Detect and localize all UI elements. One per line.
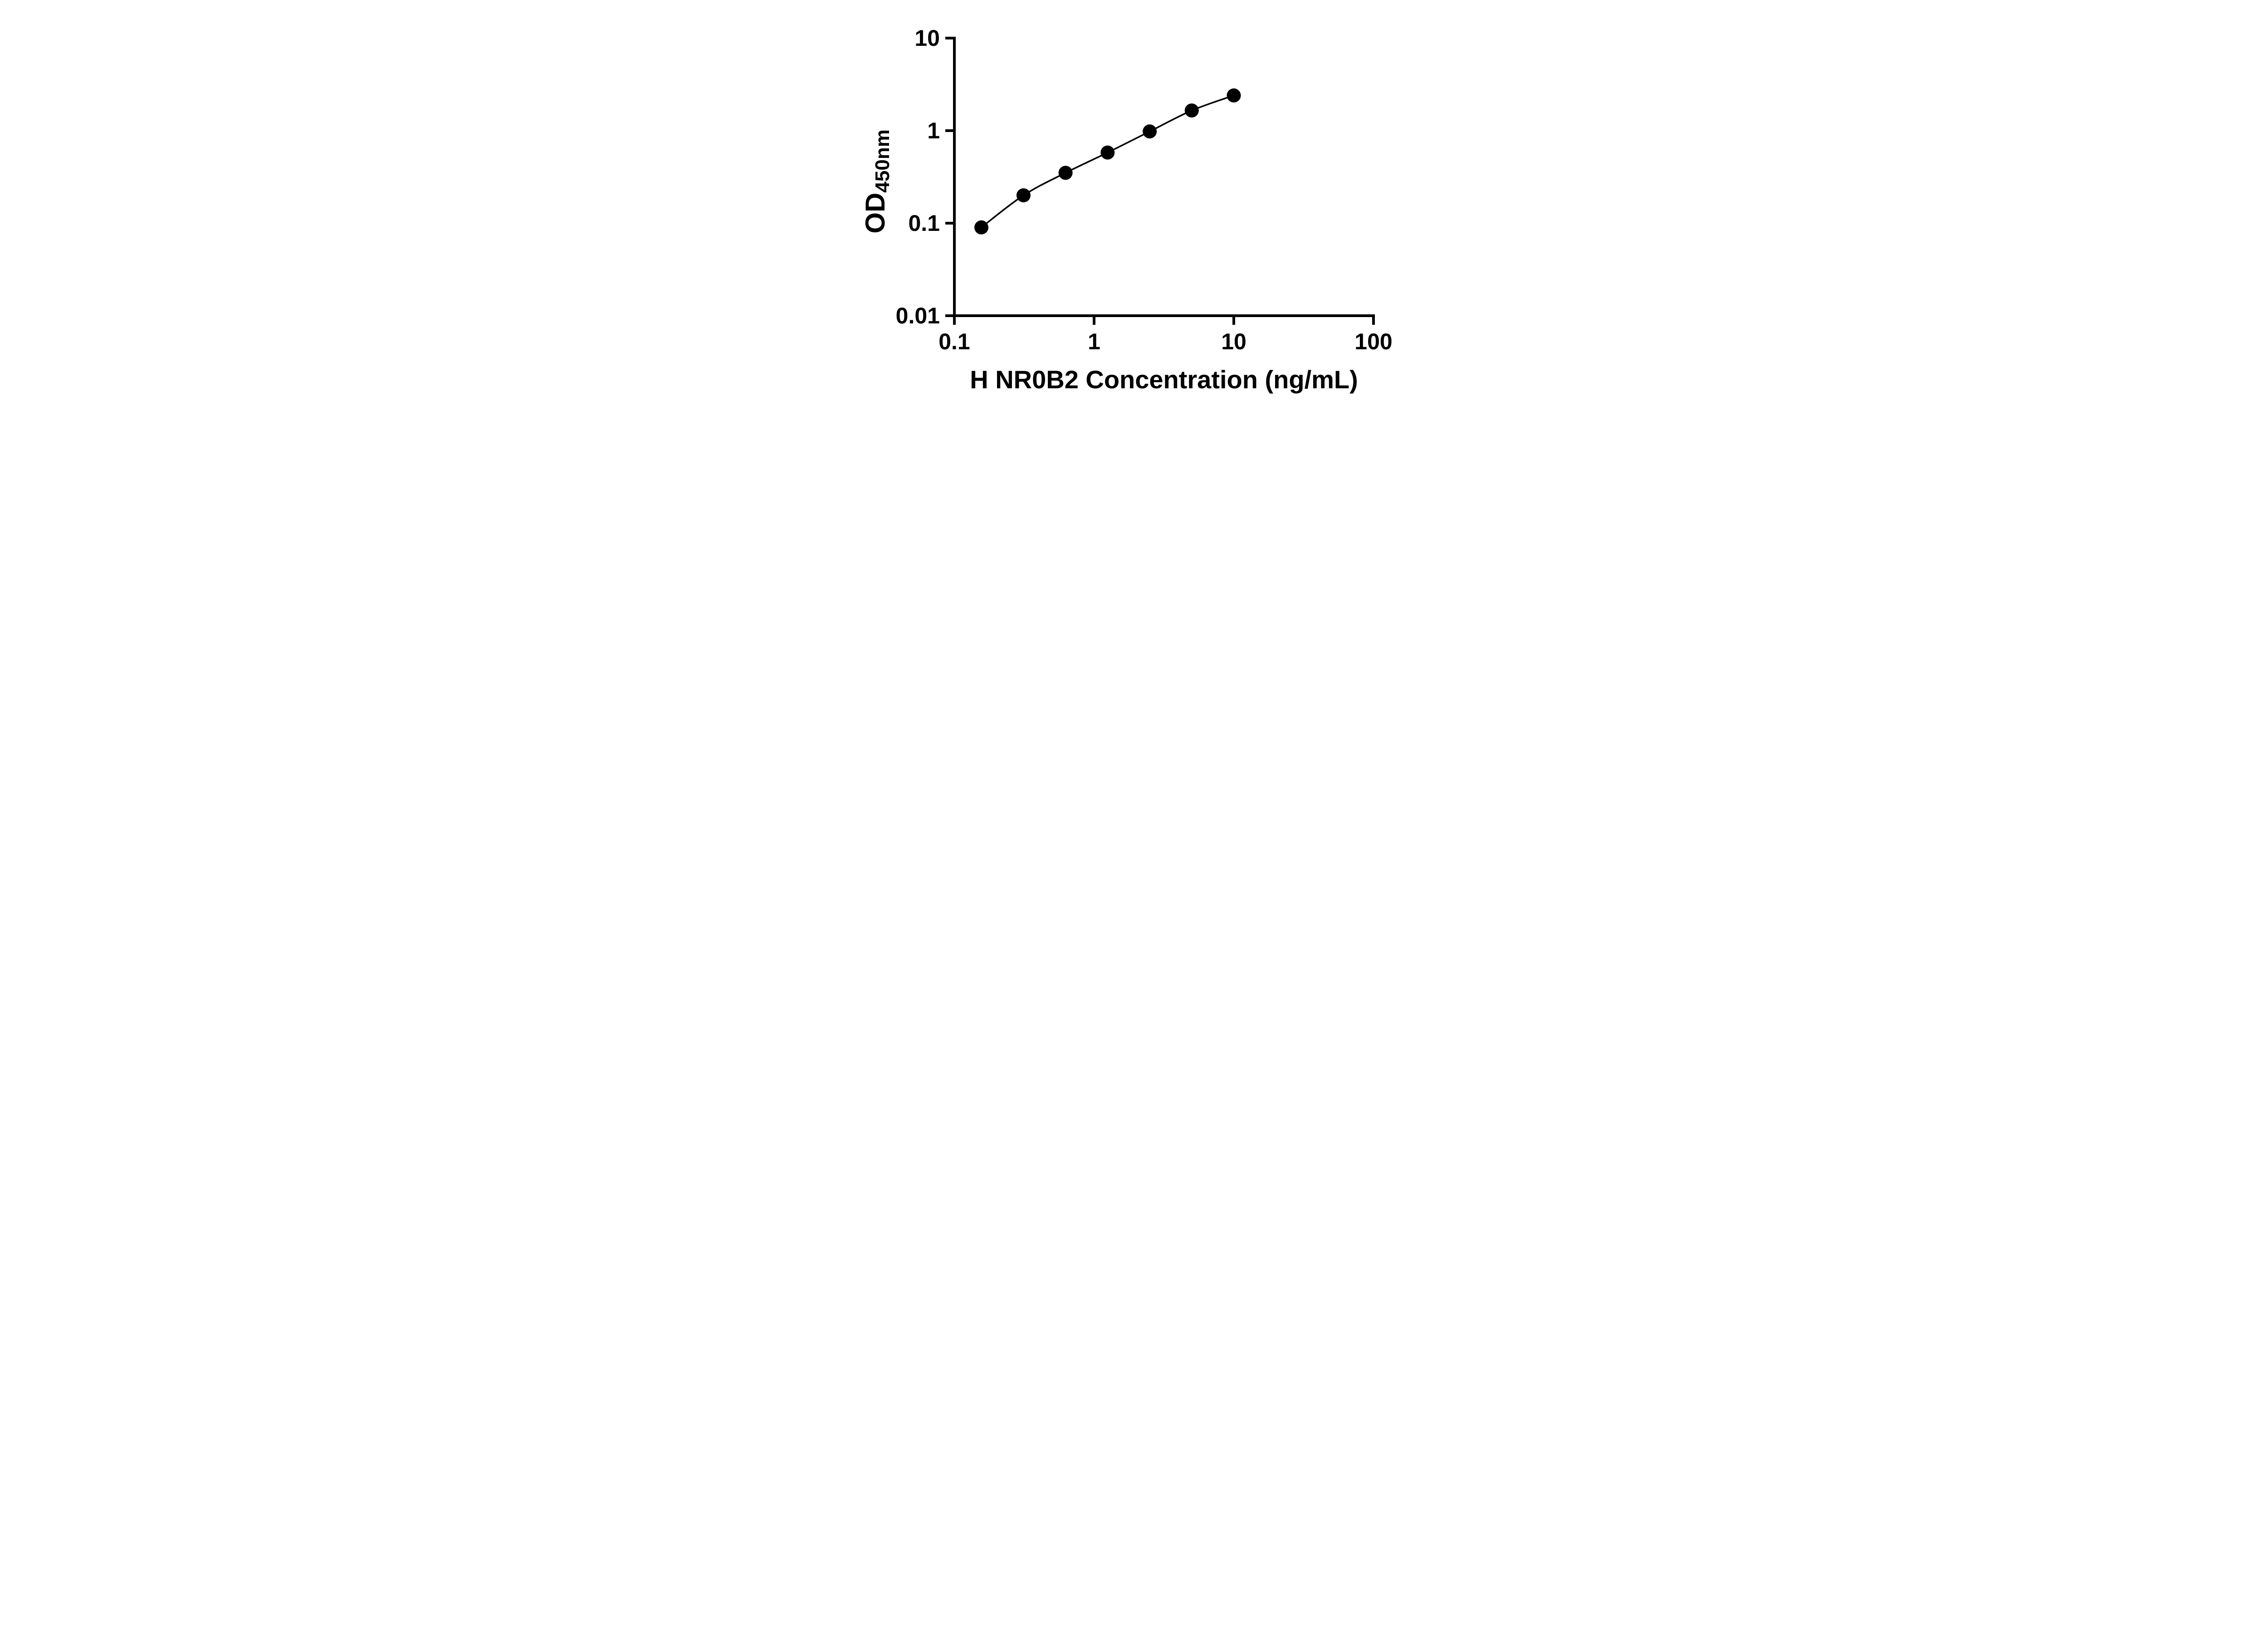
y-axis-title-sub: 450nm <box>871 129 894 192</box>
x-tick-label: 100 <box>1354 329 1392 354</box>
data-point <box>1058 166 1073 180</box>
y-tick-label: 1 <box>927 118 940 143</box>
y-axis-title-main: OD <box>860 193 890 234</box>
elisa-standard-curve-figure: 0.1 1 10 100 0.01 0.1 1 10 H NR0B2 Concentratio… <box>842 0 1426 408</box>
x-tick-label: 0.1 <box>938 329 970 354</box>
x-axis-title: H NR0B2 Concentration (ng/mL) <box>970 365 1358 394</box>
data-point <box>974 220 988 235</box>
data-point <box>1184 103 1199 118</box>
data-point <box>1016 188 1031 203</box>
x-tick-label: 10 <box>1221 329 1246 354</box>
y-axis-title: OD450nm <box>860 129 894 233</box>
y-tick-label: 0.01 <box>895 303 939 328</box>
x-tick-label: 1 <box>1088 329 1100 354</box>
data-point <box>1100 145 1114 160</box>
y-tick-label: 0.1 <box>908 210 940 236</box>
y-tick-label: 10 <box>914 25 940 51</box>
data-point <box>1227 88 1241 103</box>
data-point <box>1142 124 1157 139</box>
